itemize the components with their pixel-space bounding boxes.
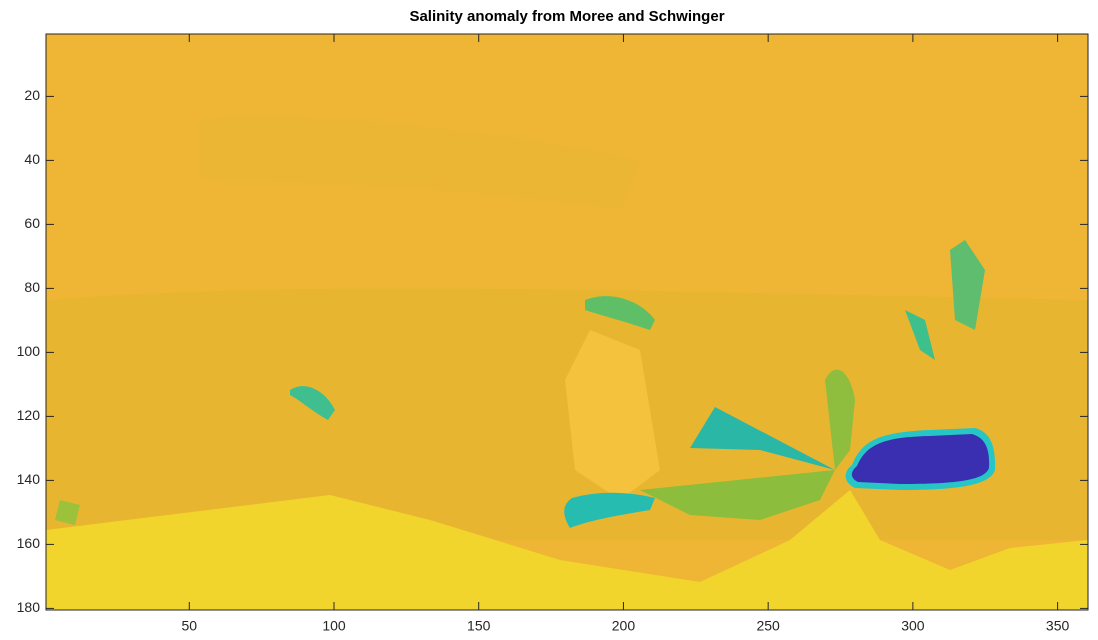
x-tick-label: 300 [901, 618, 925, 634]
y-tick-label: 140 [17, 471, 41, 487]
x-tick-label: 200 [612, 618, 636, 634]
x-tick-label: 50 [181, 618, 197, 634]
y-tick-label: 20 [24, 87, 40, 103]
y-tick-label: 180 [17, 599, 41, 615]
chart: Salinity anomaly from Moree and Schwinge… [0, 0, 1098, 640]
y-tick-label: 160 [17, 535, 41, 551]
x-tick-label: 100 [322, 618, 346, 634]
x-tick-label: 150 [467, 618, 491, 634]
chart-title: Salinity anomaly from Moree and Schwinge… [409, 8, 724, 25]
heat-field [46, 288, 1088, 540]
y-tick-label: 40 [24, 151, 40, 167]
x-tick-label: 250 [756, 618, 780, 634]
y-tick-label: 120 [17, 407, 41, 423]
y-tick-label: 100 [17, 343, 41, 359]
heatmap-image [46, 34, 1088, 610]
y-tick-label: 80 [24, 279, 40, 295]
y-tick-label: 60 [24, 215, 40, 231]
x-tick-label: 350 [1046, 618, 1070, 634]
